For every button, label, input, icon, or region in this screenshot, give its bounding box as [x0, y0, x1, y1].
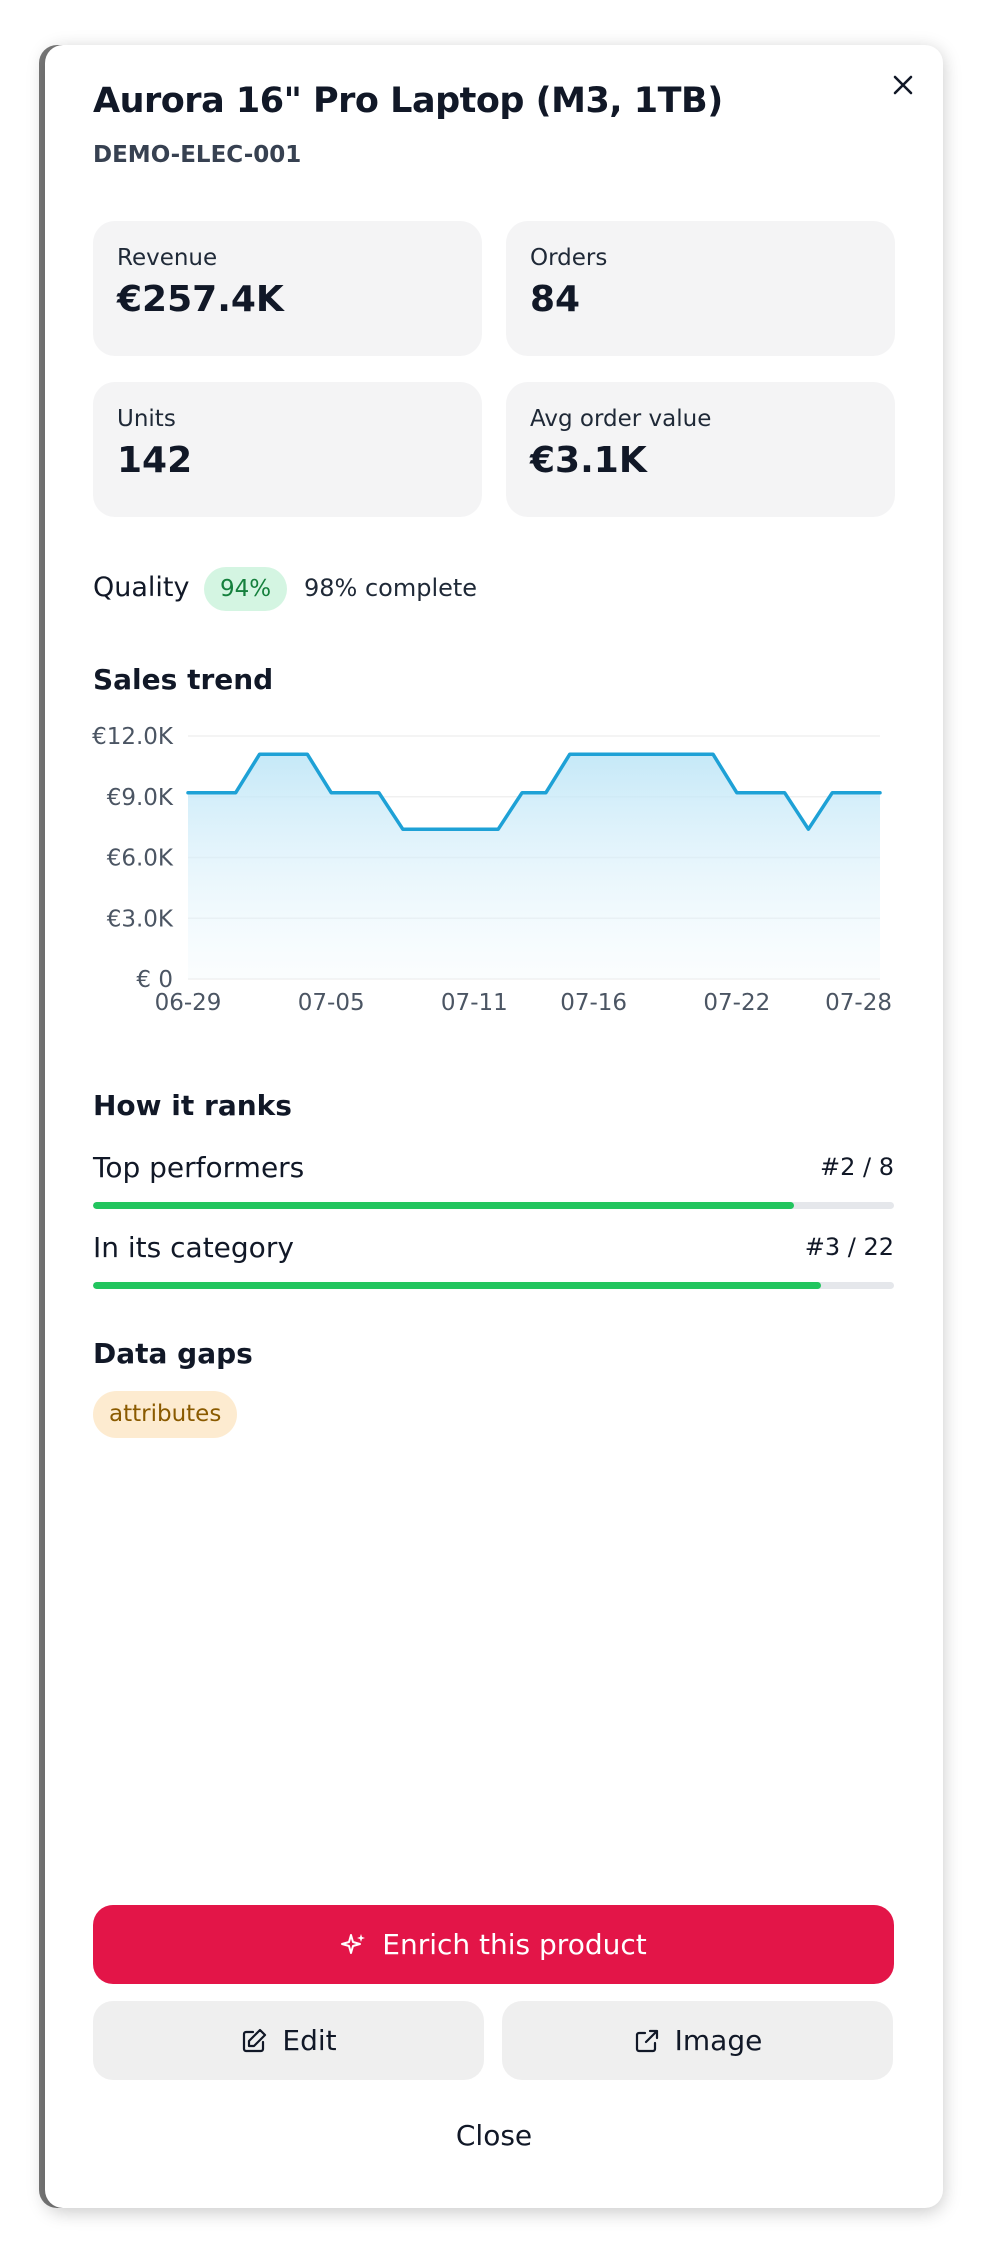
button-label: Image [674, 2024, 763, 2057]
y-tick-label: €3.0K [107, 906, 174, 932]
rank-value: #3 / 22 [804, 1233, 894, 1261]
rank-label: In its category [93, 1231, 294, 1264]
product-sku: DEMO-ELEC-001 [93, 142, 302, 168]
close-icon[interactable] [890, 72, 916, 98]
rank-bar [93, 1282, 822, 1289]
stat-label: Revenue [117, 245, 218, 271]
stat-card: Avg order value €3.1K [506, 382, 895, 517]
button-label: Edit [282, 2024, 337, 2057]
button-label: Enrich this product [382, 1928, 647, 1961]
enrich-button[interactable]: Enrich this product [93, 1905, 894, 1984]
stat-value: €257.4K [117, 279, 284, 320]
stat-value: €3.1K [530, 440, 647, 481]
rank-value: #2 / 8 [820, 1153, 894, 1181]
quality-completeness: 98% complete [304, 574, 478, 602]
external-link-icon [635, 2029, 658, 2052]
image-button[interactable]: Image [502, 2001, 893, 2080]
edit-icon [243, 2028, 267, 2052]
rank-track [93, 1202, 894, 1209]
x-tick-label: 07-16 [560, 990, 627, 1016]
area-fill [188, 754, 880, 979]
trend-line [186, 752, 882, 831]
rank-title: How it ranks [93, 1089, 292, 1122]
x-tick-label: 07-05 [298, 990, 365, 1016]
product-modal: Aurora 16" Pro Laptop (M3, 1TB) DEMO-ELE… [45, 45, 943, 2208]
gaps-title: Data gaps [93, 1337, 253, 1370]
chart-title: Sales trend [93, 663, 274, 696]
gap-chip: attributes [93, 1391, 238, 1438]
rank-track [93, 1282, 894, 1289]
close-button[interactable]: Close [455, 2119, 533, 2152]
stat-card: Units 142 [93, 382, 482, 517]
rank-label: Top performers [93, 1151, 305, 1184]
stat-card: Orders 84 [506, 221, 895, 356]
quality-label: Quality [93, 572, 190, 603]
quality-badge: 94% [204, 567, 288, 611]
x-tick-label: 06-29 [155, 990, 222, 1016]
x-tick-label: 07-11 [441, 990, 508, 1016]
y-tick-label: € 0 [136, 967, 173, 993]
stat-card: Revenue €257.4K [93, 221, 482, 356]
edit-button[interactable]: Edit [93, 2001, 484, 2080]
sales-chart: € 0 €3.0K €6.0K €9.0K €12.0K 06-29 07-05 07-11 0… [92, 724, 892, 1016]
rank-bar [93, 1202, 794, 1209]
stat-label: Units [117, 406, 176, 432]
sparkle-icon [341, 1933, 366, 1954]
x-tick-label: 07-28 [825, 990, 892, 1016]
stat-label: Orders [530, 245, 608, 271]
stat-value: 84 [530, 279, 581, 320]
x-tick-label: 07-22 [703, 990, 770, 1016]
y-tick-label: €6.0K [107, 846, 174, 872]
y-tick-label: €9.0K [107, 785, 174, 811]
y-tick-label: €12.0K [92, 724, 174, 750]
product-title: Aurora 16" Pro Laptop (M3, 1TB) [93, 81, 723, 121]
stat-label: Avg order value [530, 406, 712, 432]
stat-value: 142 [117, 440, 193, 481]
